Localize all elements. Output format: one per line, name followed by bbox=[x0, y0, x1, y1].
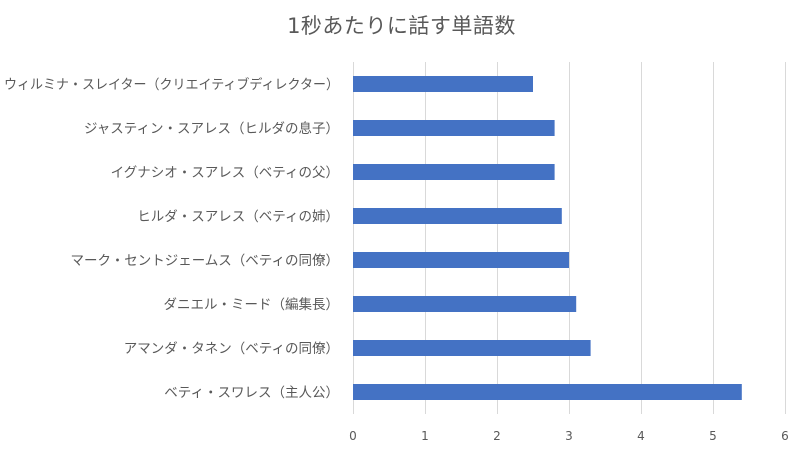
bars bbox=[353, 76, 742, 400]
bar bbox=[353, 164, 555, 180]
x-tick-label: 4 bbox=[637, 429, 645, 443]
x-tick-label: 3 bbox=[565, 429, 573, 443]
category-label: マーク・セントジェームス（ベティの同僚） bbox=[70, 253, 339, 269]
category-label: アマンダ・タネン（ベティの同僚） bbox=[124, 341, 339, 357]
bar bbox=[353, 252, 569, 268]
category-labels: ウィルミナ・スレイター（クリエイティブディレクター） ジャスティン・スアレス（ヒル… bbox=[4, 76, 339, 401]
x-tick-label: 0 bbox=[349, 429, 357, 443]
category-label: ヒルダ・スアレス（ベティの姉） bbox=[137, 209, 339, 225]
bar bbox=[353, 384, 742, 400]
category-label: イグナシオ・スアレス（ベティの父） bbox=[111, 165, 339, 181]
category-label: ダニエル・ミード（編集長） bbox=[164, 297, 340, 313]
gridlines bbox=[353, 62, 786, 414]
bar bbox=[353, 296, 577, 312]
x-axis-tick-labels: 0 1 2 3 4 5 6 bbox=[349, 429, 789, 443]
x-tick-label: 6 bbox=[781, 429, 789, 443]
bar bbox=[353, 76, 533, 92]
bar bbox=[353, 120, 555, 136]
x-tick-label: 1 bbox=[421, 429, 429, 443]
bar bbox=[353, 208, 562, 224]
category-label: ウィルミナ・スレイター（クリエイティブディレクター） bbox=[4, 76, 339, 93]
x-tick-label: 2 bbox=[493, 429, 501, 443]
bar bbox=[353, 340, 591, 356]
category-label: ジャスティン・スアレス（ヒルダの息子） bbox=[84, 120, 339, 137]
chart-title: 1秒あたりに話す単語数 bbox=[287, 14, 516, 38]
x-tick-label: 5 bbox=[709, 429, 717, 443]
category-label: ベティ・スワレス（主人公） bbox=[164, 385, 339, 401]
